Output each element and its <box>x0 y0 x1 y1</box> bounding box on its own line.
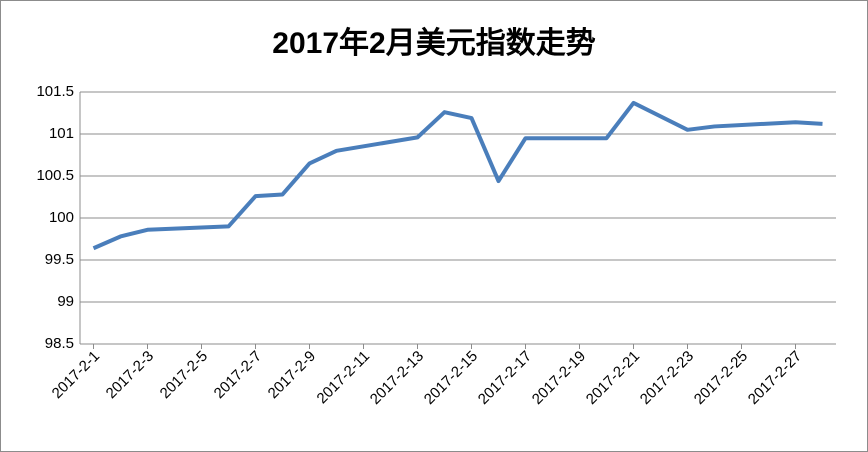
chart-title: 2017年2月美元指数走势 <box>272 26 595 60</box>
y-tick-label: 101.5 <box>36 83 74 100</box>
y-tick-label: 98.5 <box>45 335 74 352</box>
y-tick-label: 100.5 <box>36 167 74 184</box>
y-tick-label: 100 <box>49 209 74 226</box>
line-series <box>92 100 823 251</box>
y-tick-label: 99 <box>57 293 74 310</box>
y-tick-label: 101 <box>49 125 74 142</box>
y-tick-label: 99.5 <box>45 251 74 268</box>
